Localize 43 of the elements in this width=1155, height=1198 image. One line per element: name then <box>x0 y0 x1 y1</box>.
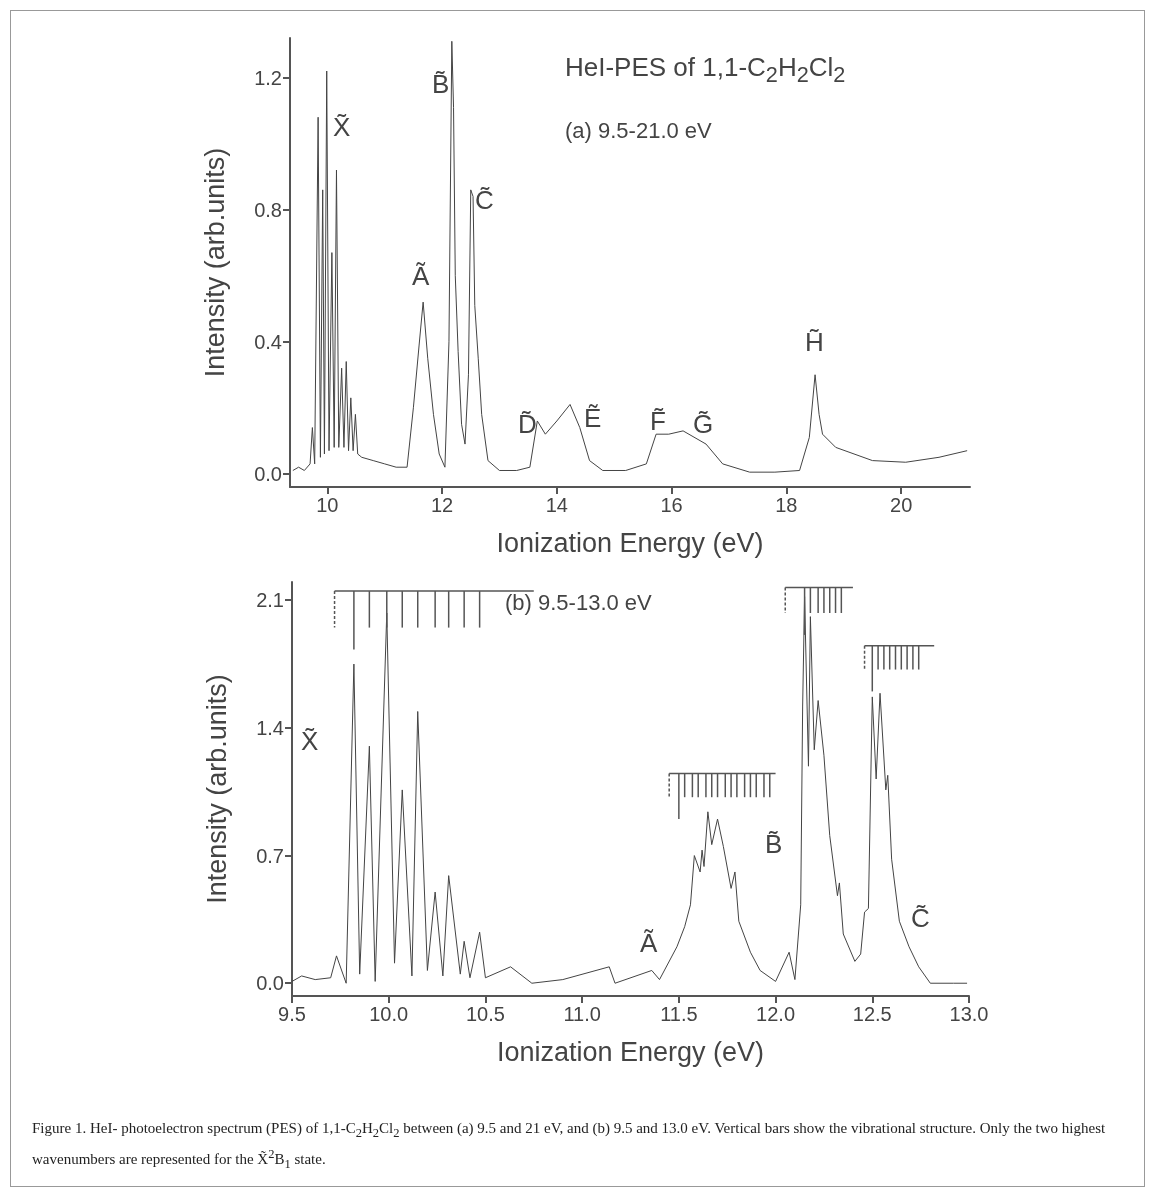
annotation: Ã <box>640 928 658 958</box>
x-tick-label: 12.5 <box>852 1003 892 1025</box>
x-tick-label: 12 <box>430 494 454 516</box>
chart-title: (b) 9.5-13.0 eV <box>505 590 652 616</box>
x-tick-label: 14 <box>545 494 568 516</box>
y-tick-label: 0.8 <box>254 198 282 221</box>
annotation: B̃ <box>765 829 783 859</box>
annotation: C̃ <box>475 185 494 215</box>
y-tick-label: 1.4 <box>256 716 284 739</box>
y-tick-label: 2.1 <box>256 589 284 612</box>
x-tick-label: 16 <box>660 494 683 516</box>
y-tick-label: 0.4 <box>254 330 282 353</box>
annotation: Ã <box>412 261 430 291</box>
annotation: D̃ <box>518 409 537 439</box>
x-axis-title: Ionization Energy (eV) <box>496 1036 765 1067</box>
text: (a) 9.5-21.0 eV <box>565 118 712 144</box>
annotation: Ẽ <box>584 403 602 433</box>
annotation: X̃ <box>333 112 351 142</box>
x-tick-label: 12.0 <box>756 1003 796 1025</box>
y-tick-label: 0.0 <box>254 462 282 485</box>
annotation: F̃ <box>650 406 666 436</box>
y-axis-title: Intensity (arb.units) <box>199 147 230 378</box>
x-tick-label: 10.0 <box>369 1003 409 1025</box>
x-tick-label: 13.0 <box>949 1003 989 1025</box>
text: Figure 1. HeI- photoelectron spectrum (PES) of 1,1-C$_{2}$H$_{2}$Cl$_{2}$ between (a) 9.5 and 21 eV, and (b) 9.5 and 13.0 eV. Vertical bars show the vibrational structure. Only the two highest wavenumbers are represented for the X̃$^{2}$B$_{1}$ state. <box>32 1120 1106 1171</box>
x-tick-label: 10.5 <box>465 1003 505 1025</box>
annotation: B̃ <box>432 69 450 99</box>
y-tick-label: 0.0 <box>256 972 284 995</box>
x-axis-title: Ionization Energy (eV) <box>496 527 764 558</box>
x-tick-label: 10 <box>316 494 339 516</box>
x-tick-label: 18 <box>775 494 798 516</box>
text: HeI-PES of 1,1-C$_{2}$H$_{2}$Cl$_{2}$ <box>565 52 846 89</box>
x-tick-label: 11.0 <box>563 1003 601 1025</box>
x-tick-label: 11.5 <box>660 1003 698 1025</box>
annotation: X̃ <box>301 726 319 756</box>
x-tick-label: 20 <box>890 494 913 516</box>
x-tick-label: 9.5 <box>278 1003 306 1025</box>
y-tick-label: 1.2 <box>254 66 282 89</box>
annotation: H̃ <box>805 327 824 357</box>
annotation: C̃ <box>911 903 930 933</box>
y-tick-label: 0.7 <box>256 844 284 867</box>
annotation: G̃ <box>693 409 714 439</box>
y-axis-title: Intensity (arb.units) <box>201 674 232 904</box>
